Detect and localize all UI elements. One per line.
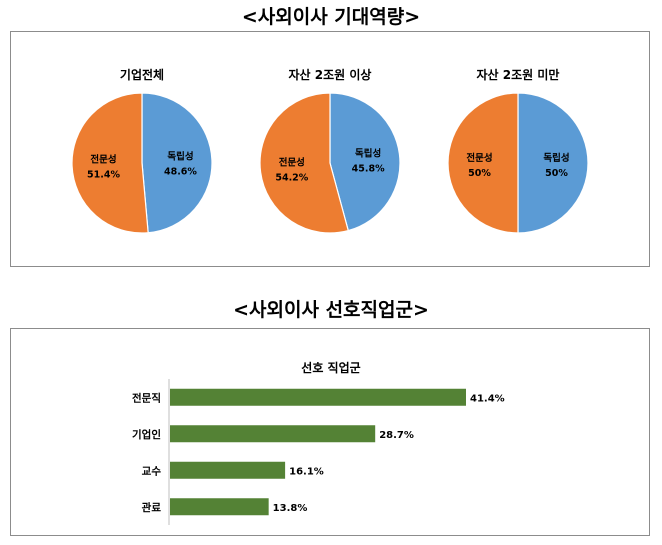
bar-chart-title: 선호 직업군 bbox=[301, 360, 360, 375]
slice-value-label: 45.8% bbox=[352, 163, 385, 174]
pie-title: 기업전체 bbox=[120, 67, 164, 82]
pie-slice bbox=[259, 92, 349, 234]
pie-slice bbox=[71, 92, 149, 234]
slice-label: 전문성 bbox=[90, 154, 116, 166]
slice-label: 독립성 bbox=[355, 147, 381, 159]
bar-value-label: 41.4% bbox=[470, 393, 505, 404]
category-label: 교수 bbox=[142, 465, 162, 477]
bar-value-label: 28.7% bbox=[379, 430, 414, 441]
expected-competency-title: <사외이사 기대역량> bbox=[241, 6, 421, 28]
slice-label: 전문성 bbox=[279, 157, 305, 169]
slice-label: 전문성 bbox=[466, 152, 492, 164]
bar bbox=[170, 498, 269, 516]
category-label: 기업인 bbox=[132, 428, 161, 441]
preferred-occupation-title: <사외이사 선호직업군> bbox=[233, 299, 429, 321]
slice-value-label: 54.2% bbox=[275, 173, 308, 184]
category-label: 전문직 bbox=[132, 391, 161, 404]
pie-slice bbox=[447, 92, 519, 234]
bar bbox=[170, 425, 376, 443]
slice-value-label: 50% bbox=[468, 168, 491, 179]
slice-value-label: 48.6% bbox=[164, 166, 197, 177]
pie-title: 자산 2조원 이상 bbox=[289, 67, 372, 82]
bar-value-label: 13.8% bbox=[273, 503, 308, 514]
bar bbox=[170, 388, 466, 406]
slice-label: 독립성 bbox=[543, 152, 569, 164]
pie-slice bbox=[141, 92, 213, 234]
pie-slice bbox=[517, 92, 589, 234]
slice-value-label: 50% bbox=[545, 168, 568, 179]
pie-title: 자산 2조원 미만 bbox=[477, 67, 560, 82]
category-label: 관료 bbox=[142, 501, 162, 514]
bar-value-label: 16.1% bbox=[289, 466, 324, 477]
bar bbox=[170, 461, 286, 479]
slice-label: 독립성 bbox=[167, 150, 193, 162]
pie-slice bbox=[329, 92, 401, 232]
slice-value-label: 51.4% bbox=[87, 170, 120, 181]
